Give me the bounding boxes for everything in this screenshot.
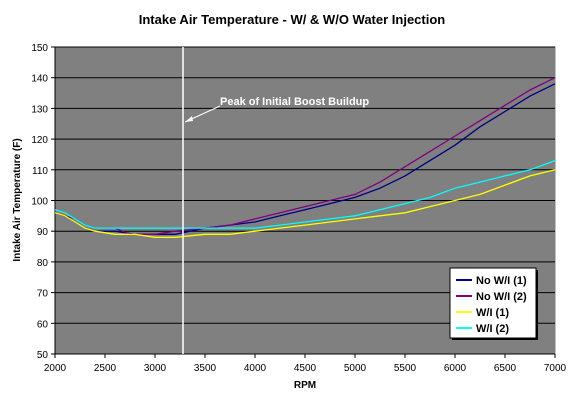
annotation: Peak of Initial Boost Buildup <box>182 47 369 354</box>
y-tick-label: 50 <box>37 350 49 361</box>
x-tick-label: 2500 <box>94 363 117 374</box>
x-tick-label: 5500 <box>394 363 417 374</box>
y-axis-label: Intake Air Temperature (F) <box>12 138 23 261</box>
legend-label-4: W/I (2) <box>476 323 509 335</box>
x-tick-label: 6500 <box>494 363 517 374</box>
annotation-label: Peak of Initial Boost Buildup <box>220 96 369 108</box>
y-axis-ticks: 50 60 70 80 90 100 110 120 130 140 150 <box>31 43 55 361</box>
y-tick-label: 90 <box>37 227 49 238</box>
annotation-arrowhead <box>185 116 193 122</box>
y-tick-label: 60 <box>37 319 49 330</box>
x-tick-label: 4500 <box>294 363 317 374</box>
series-line-4 <box>54 159 556 229</box>
y-tick-label: 150 <box>31 43 48 54</box>
x-tick-label: 5000 <box>344 363 367 374</box>
legend-label-2: No W/I (2) <box>476 291 527 303</box>
x-tick-label: 6000 <box>444 363 467 374</box>
y-tick-label: 130 <box>31 104 48 115</box>
y-tick-label: 120 <box>31 135 48 146</box>
x-axis-label: RPM <box>294 380 316 391</box>
y-tick-label: 80 <box>37 258 49 269</box>
chart-title: Intake Air Temperature - W/ & W/O Water … <box>139 12 446 27</box>
x-tick-label: 2000 <box>44 363 67 374</box>
gridlines <box>54 46 555 355</box>
x-tick-label: 3000 <box>144 363 167 374</box>
legend: No W/I (1) No W/I (2) W/I (1) W/I (2) <box>449 267 538 340</box>
x-tick-label: 3500 <box>194 363 217 374</box>
y-tick-label: 140 <box>31 74 48 85</box>
legend-label-1: No W/I (1) <box>476 275 527 287</box>
y-tick-label: 70 <box>37 289 49 300</box>
y-tick-label: 110 <box>32 166 48 177</box>
y-tick-label: 100 <box>31 197 48 208</box>
x-tick-label: 7000 <box>544 363 567 374</box>
series-lines <box>54 77 556 238</box>
series-line-3 <box>54 169 556 238</box>
x-axis-ticks: 2000 2500 3000 3500 4000 4500 5000 5500 6000 6500… <box>44 354 567 374</box>
legend-label-3: W/I (1) <box>476 307 509 319</box>
x-tick-label: 4000 <box>244 363 267 374</box>
